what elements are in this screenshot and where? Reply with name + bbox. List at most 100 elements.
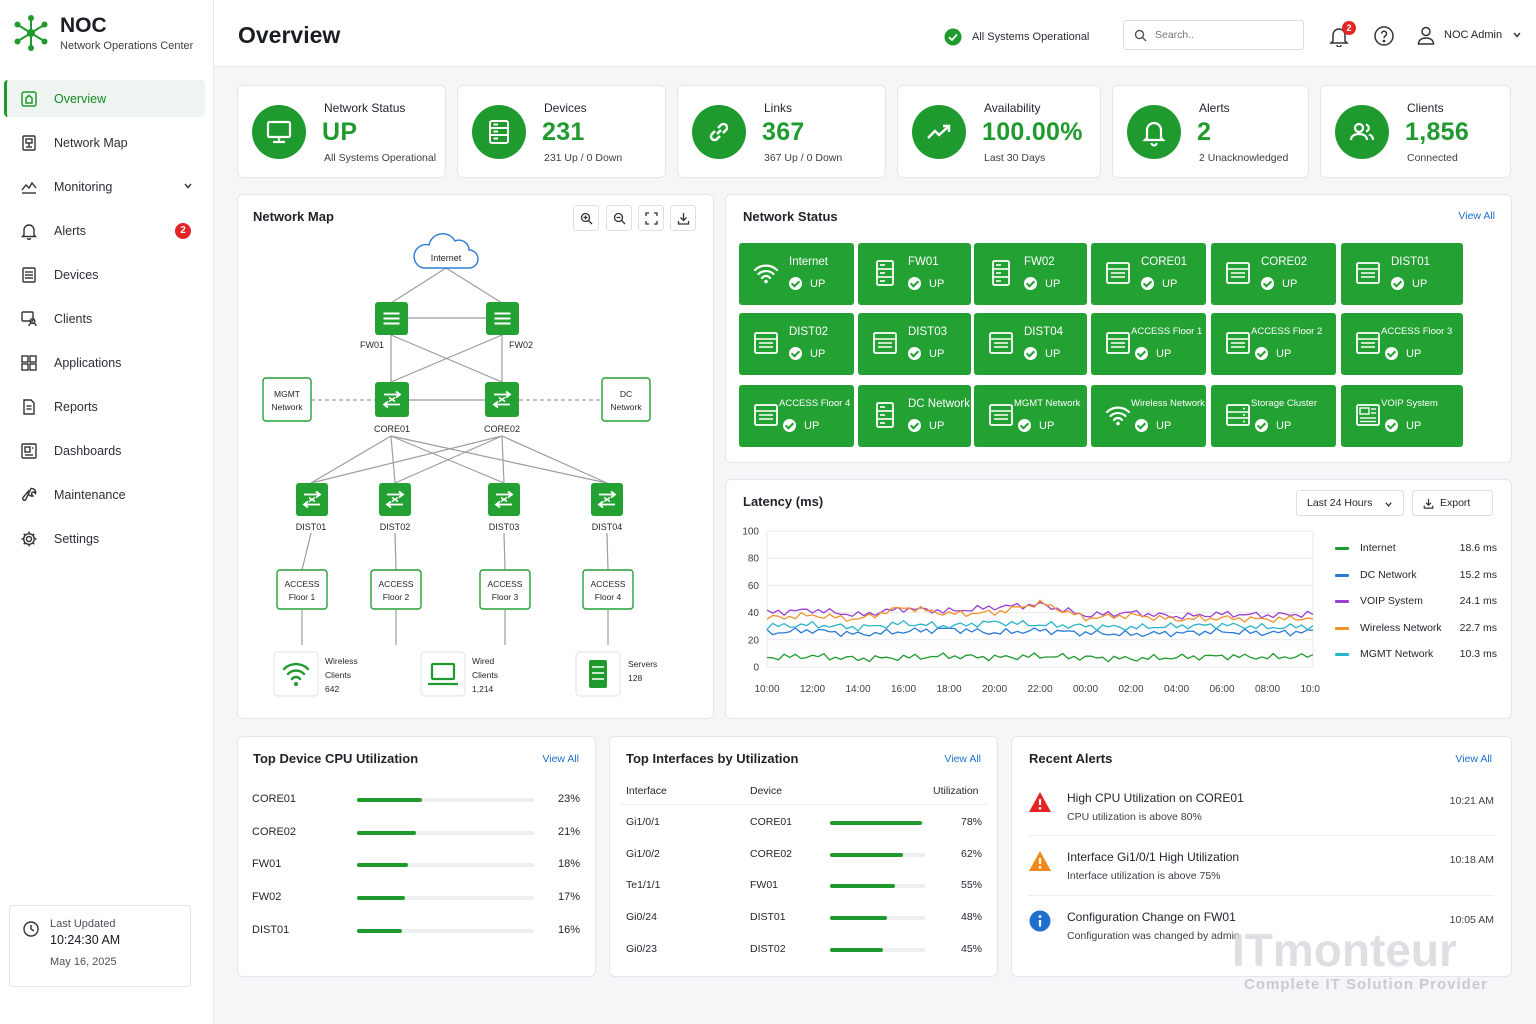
- brand[interactable]: NOC Network Operations Center: [14, 14, 193, 52]
- access-floor1-node[interactable]: ACCESS Floor 1: [276, 569, 328, 610]
- status-tile-access-floor-1[interactable]: ACCESS Floor 1 UP: [1091, 313, 1206, 375]
- util-bar-fill: [830, 884, 895, 889]
- status-tile-storage-cluster[interactable]: Storage Cluster UP: [1211, 385, 1336, 447]
- zoom-out-button[interactable]: [606, 205, 632, 231]
- chevron-down-icon[interactable]: [183, 181, 193, 191]
- download-map-button[interactable]: [670, 205, 696, 231]
- status-tile-internet[interactable]: Internet UP: [739, 243, 854, 305]
- search-box[interactable]: [1123, 20, 1304, 50]
- time-range-select[interactable]: Last 24 Hours: [1296, 490, 1404, 516]
- status-tile-core02[interactable]: CORE02 UP: [1211, 243, 1336, 305]
- network-status-view-all-link[interactable]: View All: [1458, 210, 1495, 222]
- sidebar-item-overview[interactable]: Overview: [4, 80, 205, 117]
- cpu-view-all-link[interactable]: View All: [542, 753, 579, 765]
- stat-card-alerts[interactable]: Alerts 2 2 Unacknowledged: [1112, 85, 1309, 178]
- internet-cloud-node[interactable]: Internet: [413, 233, 479, 269]
- col-header-interface[interactable]: Interface: [626, 785, 667, 797]
- x-tick-label: 18:00: [936, 684, 961, 695]
- stat-card-clients[interactable]: Clients 1,856 Connected: [1320, 85, 1511, 178]
- sidebar-item-dashboards[interactable]: Dashboards: [4, 432, 205, 469]
- cpu-row[interactable]: FW02 17%: [252, 891, 580, 905]
- wired-clients-node[interactable]: Wired Clients 1,214: [420, 651, 498, 697]
- tile-name: DIST04: [1024, 326, 1063, 338]
- fullscreen-button[interactable]: [638, 205, 664, 231]
- fw02-node[interactable]: FW02: [486, 302, 533, 350]
- cpu-row[interactable]: DIST01 16%: [252, 924, 580, 938]
- col-header-utilization[interactable]: Utilization: [933, 785, 979, 797]
- server-icon: [589, 660, 607, 688]
- sidebar-item-network-map[interactable]: Network Map: [4, 124, 205, 161]
- status-tile-wireless-network[interactable]: Wireless Network UP: [1091, 385, 1206, 447]
- sidebar-item-reports[interactable]: Reports: [4, 388, 205, 425]
- cpu-row[interactable]: CORE02 21%: [252, 826, 580, 840]
- access-floor2-node[interactable]: ACCESS Floor 2: [370, 569, 422, 610]
- cpu-row[interactable]: FW01 18%: [252, 858, 580, 872]
- status-tile-access-floor-3[interactable]: ACCESS Floor 3 UP: [1341, 313, 1463, 375]
- util-bar-fill: [830, 947, 884, 952]
- col-header-device[interactable]: Device: [750, 785, 783, 797]
- status-tile-access-floor-2[interactable]: ACCESS Floor 2 UP: [1211, 313, 1336, 375]
- sidebar-item-settings[interactable]: Settings: [4, 520, 205, 557]
- dist02-node[interactable]: DIST02: [379, 483, 411, 532]
- dist03-node[interactable]: DIST03: [488, 483, 520, 532]
- table-row[interactable]: Te1/1/1 FW01 55%: [626, 879, 982, 893]
- fw01-node[interactable]: FW01: [360, 302, 408, 350]
- status-tile-voip-system[interactable]: VOIP System UP: [1341, 385, 1463, 447]
- sidebar-item-applications[interactable]: Applications: [4, 344, 205, 381]
- sidebar-item-monitoring[interactable]: Monitoring: [4, 168, 205, 205]
- stat-card-network-status[interactable]: Network Status UP All Systems Operationa…: [237, 85, 446, 178]
- table-row[interactable]: Gi0/23 DIST02 45%: [626, 943, 982, 957]
- legend-item[interactable]: DC Network 15.2 ms: [1335, 569, 1497, 583]
- status-tile-access-floor-4[interactable]: ACCESS Floor 4 UP: [739, 385, 854, 447]
- interfaces-view-all-link[interactable]: View All: [944, 753, 981, 765]
- dist01-node[interactable]: DIST01: [296, 483, 328, 532]
- sidebar-item-maintenance[interactable]: Maintenance: [4, 476, 205, 513]
- zoom-in-button[interactable]: [573, 205, 599, 231]
- sidebar-item-clients[interactable]: Clients: [4, 300, 205, 337]
- legend-item[interactable]: Wireless Network 22.7 ms: [1335, 622, 1497, 636]
- status-tile-dist02[interactable]: DIST02 UP: [739, 313, 854, 375]
- alert-item[interactable]: High CPU Utilization on CORE01 CPU utili…: [1028, 791, 1494, 831]
- sidebar-item-alerts[interactable]: Alerts 2: [4, 212, 205, 249]
- tile-state: UP: [1391, 277, 1427, 290]
- notifications-bell-icon[interactable]: [1328, 25, 1350, 47]
- core02-node[interactable]: CORE02: [484, 382, 520, 434]
- status-tile-fw01[interactable]: FW01 UP: [858, 243, 971, 305]
- tile-state-text: UP: [1412, 277, 1428, 290]
- stat-card-devices[interactable]: Devices 231 231 Up / 0 Down: [457, 85, 666, 178]
- legend-series-value: 24.1 ms: [1459, 595, 1497, 607]
- table-row[interactable]: Gi1/0/1 CORE01 78%: [626, 816, 982, 830]
- mgmt-network-node[interactable]: MGMT Network: [262, 377, 312, 422]
- status-tile-mgmt-network[interactable]: MGMT Network UP: [974, 385, 1087, 447]
- dist04-node[interactable]: DIST04: [591, 483, 623, 532]
- alerts-view-all-link[interactable]: View All: [1455, 753, 1492, 765]
- servers-node[interactable]: Servers 128: [575, 651, 657, 697]
- status-tile-dist03[interactable]: DIST03 UP: [858, 313, 971, 375]
- legend-item[interactable]: VOIP System 24.1 ms: [1335, 595, 1497, 609]
- wireless-clients-node[interactable]: Wireless Clients 642: [273, 651, 358, 697]
- alert-item[interactable]: Interface Gi1/0/1 High Utilization Inter…: [1028, 850, 1494, 890]
- help-icon[interactable]: [1373, 25, 1395, 47]
- user-menu[interactable]: NOC Admin: [1416, 25, 1522, 45]
- legend-item[interactable]: MGMT Network 10.3 ms: [1335, 648, 1497, 662]
- core01-node[interactable]: CORE01: [374, 382, 410, 434]
- stat-card-links[interactable]: Links 367 367 Up / 0 Down: [677, 85, 886, 178]
- alert-item[interactable]: Configuration Change on FW01 Configurati…: [1028, 910, 1494, 950]
- table-row[interactable]: Gi1/0/2 CORE02 62%: [626, 848, 982, 862]
- cpu-row[interactable]: CORE01 23%: [252, 793, 580, 807]
- status-tile-dc-network[interactable]: DC Network UP: [858, 385, 971, 447]
- access-floor3-node[interactable]: ACCESS Floor 3: [479, 569, 531, 610]
- status-tile-core01[interactable]: CORE01 UP: [1091, 243, 1206, 305]
- access-floor4-node[interactable]: ACCESS Floor 4: [582, 569, 634, 610]
- search-input[interactable]: [1155, 29, 1295, 41]
- status-tile-dist04[interactable]: DIST04 UP: [974, 313, 1087, 375]
- export-button[interactable]: Export: [1412, 490, 1493, 516]
- stat-card-availability[interactable]: Availability 100.00% Last 30 Days: [897, 85, 1101, 178]
- util-bar-track: [830, 916, 925, 921]
- sidebar-item-devices[interactable]: Devices: [4, 256, 205, 293]
- status-tile-dist01[interactable]: DIST01 UP: [1341, 243, 1463, 305]
- status-tile-fw02[interactable]: FW02 UP: [974, 243, 1087, 305]
- dc-network-node[interactable]: DC Network: [601, 377, 651, 422]
- table-row[interactable]: Gi0/24 DIST01 48%: [626, 911, 982, 925]
- legend-item[interactable]: Internet 18.6 ms: [1335, 542, 1497, 556]
